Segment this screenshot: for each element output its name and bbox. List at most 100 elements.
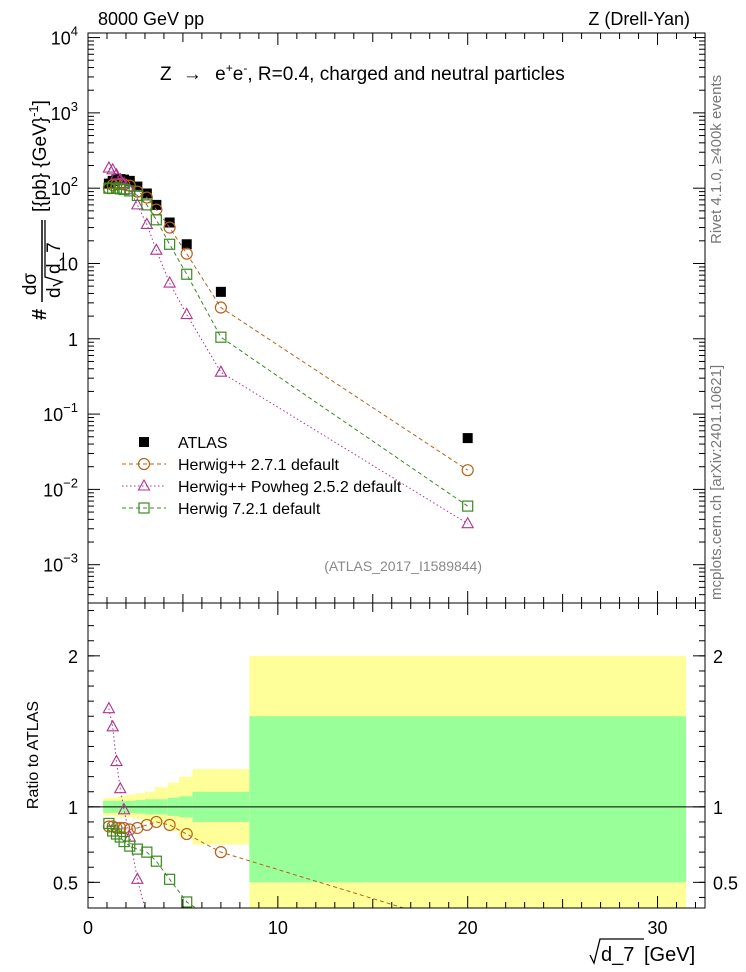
ratio-data-point <box>124 840 136 852</box>
title-e2-sup: - <box>243 61 247 75</box>
ratio-data-point <box>214 846 227 859</box>
legend-marker <box>137 457 151 471</box>
data-point <box>110 182 123 194</box>
ratio-series-line <box>108 823 197 908</box>
ylabel-units: [{pb} {GeV}-1] <box>26 100 51 212</box>
side-label-bottom: mcplots.cern.ch [arXiv:2401.10621] <box>708 365 725 600</box>
ratio-data-point <box>141 910 152 920</box>
xlabel-var: d_7 <box>601 944 634 966</box>
header-left: 8000 GeV pp <box>98 9 204 29</box>
ratio-x-tick-label: 0 <box>83 918 93 938</box>
data-point <box>123 182 137 195</box>
main-y-tick-label: 1 <box>68 330 78 350</box>
ratio-data-point <box>164 873 176 885</box>
ratio-data-point <box>117 821 131 835</box>
main-y-tick-label: 10−1 <box>43 400 78 425</box>
ratio-y-tick-label: 2 <box>68 647 78 667</box>
ratio-plot-axes: 0 10 20 30 0.5 0.5 1 1 2 2 <box>53 602 738 938</box>
tick-base: 10 <box>51 104 71 124</box>
legend-marker <box>139 437 149 447</box>
ratio-data-point <box>216 920 226 930</box>
ratio-data-point <box>103 817 115 830</box>
ratio-data-point <box>117 802 131 815</box>
main-y-tick-label: 104 <box>51 24 78 49</box>
ratio-y-label: Ratio to ATLAS <box>25 701 42 809</box>
ratio-data-point <box>130 872 144 884</box>
tick-exponent: −1 <box>63 400 78 415</box>
data-point <box>164 238 176 250</box>
data-point <box>140 191 153 204</box>
main-y-tick-label: 10−3 <box>43 551 78 576</box>
ratio-y-tick-label: 0.5 <box>53 873 78 893</box>
main-y-label: # dσ d d_7 [{pb} {GeV}-1] <box>20 100 65 320</box>
ratio-plot-background <box>88 655 705 908</box>
ylabel-den-var: d_7 <box>44 242 65 274</box>
ratio-x-tick-label: 30 <box>648 918 668 938</box>
ratio-plot-series <box>102 701 406 930</box>
tick-base: 10 <box>43 556 63 576</box>
tick-exponent: 2 <box>71 174 78 189</box>
tick-exponent: −3 <box>63 551 78 566</box>
data-point <box>180 307 194 320</box>
ratio-series-line <box>108 708 146 908</box>
data-point <box>462 433 473 444</box>
title-z: Z <box>160 64 172 85</box>
analysis-watermark: (ATLAS_2017_I1589844) <box>324 558 482 574</box>
ratio-data-point <box>150 855 162 867</box>
ylabel-units-sup: -1 <box>26 105 41 117</box>
ratio-y-tick-label: 1 <box>68 798 78 818</box>
uncertainty-band-inner <box>249 716 687 883</box>
legend-label: ATLAS <box>178 435 228 452</box>
tick-base: 10 <box>51 29 71 49</box>
data-point <box>180 247 193 260</box>
data-point <box>102 160 116 173</box>
header-right: Z (Drell-Yan) <box>588 9 690 29</box>
tick-exponent: 3 <box>71 99 78 114</box>
ratio-data-point <box>102 701 116 714</box>
ratio-data-point <box>181 896 193 908</box>
ylabel-sqrt-sign <box>44 220 64 287</box>
legend: ATLAS Herwig++ 2.7.1 default Herwig++ Powh… <box>122 435 402 518</box>
ratio-data-point <box>110 828 123 840</box>
ratio-frame <box>87 602 706 909</box>
main-y-tick-label: 10−2 <box>43 475 78 500</box>
xlabel-sqrt-sign <box>589 938 644 965</box>
legend-marker <box>138 502 150 514</box>
side-label-top: Rivet 4.1.0, ≥400k events <box>708 75 725 244</box>
ratio-data-point <box>110 754 123 767</box>
tick-base: 1 <box>68 330 78 350</box>
main-y-tick-label: 102 <box>51 174 78 199</box>
data-point <box>124 175 135 186</box>
ratio-series-line <box>108 821 406 908</box>
ratio-data-point <box>113 781 127 794</box>
ylabel-den-d: d <box>44 287 65 298</box>
tick-exponent: −2 <box>63 475 78 490</box>
x-axis-label: d_7 [GeV] <box>589 938 695 966</box>
data-point <box>118 183 130 196</box>
title-arrow: → <box>183 64 202 85</box>
series-line <box>108 183 468 471</box>
ylabel-numerator: dσ <box>20 273 41 296</box>
ylabel-units-main: [{pb} {GeV} <box>30 117 51 212</box>
main-y-tick-label: 10 <box>58 254 78 274</box>
data-point <box>215 331 227 343</box>
data-point <box>130 197 144 210</box>
ratio-data-point <box>131 843 143 855</box>
ratio-data-point <box>107 825 119 837</box>
ratio-data-point <box>163 818 176 832</box>
data-point <box>215 286 226 297</box>
ratio-y-tick-label-right: 2 <box>713 647 723 667</box>
tick-base: 10 <box>58 254 78 274</box>
tick-base: 10 <box>43 480 63 500</box>
ratio-y-tick-label-right: 1 <box>713 798 723 818</box>
title-e1: e <box>215 64 226 85</box>
data-point <box>462 500 474 512</box>
data-point <box>140 217 154 229</box>
ratio-data-point <box>150 815 163 829</box>
legend-marker <box>137 478 151 491</box>
data-point <box>149 243 163 255</box>
main-y-tick-label: 103 <box>51 99 78 124</box>
data-point <box>110 167 123 180</box>
data-point <box>141 188 152 199</box>
